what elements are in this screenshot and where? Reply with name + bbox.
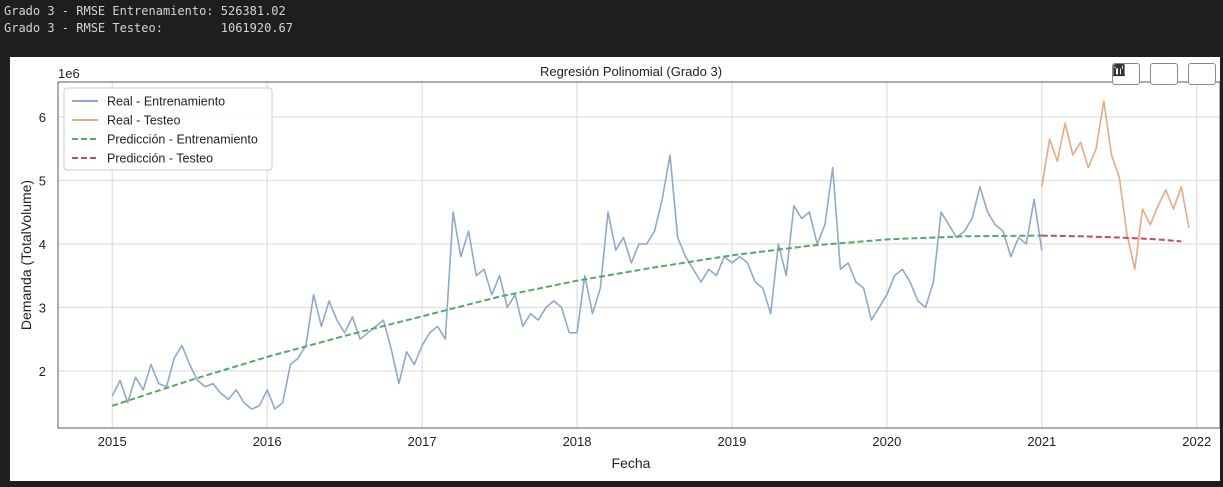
x-tick-label: 2017: [408, 434, 437, 449]
y-tick-label: 3: [39, 300, 46, 315]
x-axis-label: Fecha: [612, 455, 651, 471]
chart-title: Regresión Polinomial (Grado 3): [540, 64, 722, 79]
x-tick-label: 2021: [1027, 434, 1056, 449]
x-tick-label: 2015: [98, 434, 127, 449]
bar-chart-button[interactable]: [1113, 63, 1178, 85]
y-tick-label: 2: [39, 364, 46, 379]
legend: Real - Entrenamiento Real - Testeo Predicc…: [63, 87, 273, 171]
series-line-2: [1041, 100, 1190, 271]
legend-label: Real - Entrenamiento: [107, 95, 225, 109]
x-tick-label: 2022: [1182, 434, 1211, 449]
polynomial-regression-chart: 2015 2016 2017 2018 2019 2020 2021 2022 2 3 4 5 6 Re…: [18, 64, 1220, 471]
grid: [58, 82, 1220, 428]
legend-label: Predicción - Testeo: [107, 152, 213, 166]
console-output: Grado 3 - RMSE Entrenamiento: 526381.02 G…: [4, 3, 293, 37]
console-line-test-rmse: Grado 3 - RMSE Testeo: 1061920.67: [4, 21, 293, 35]
plot-toolbar: [1112, 63, 1216, 85]
legend-label: Real - Testeo: [107, 114, 180, 128]
y-axis-label: Demanda (TotalVolume): [18, 180, 34, 330]
plot-area-frame: [57, 81, 1220, 429]
x-tick-label: 2019: [717, 434, 746, 449]
legend-box: [63, 87, 273, 171]
save-button[interactable]: [1113, 63, 1216, 85]
y-tick-label: 4: [39, 237, 46, 252]
series-layer: [111, 100, 1190, 410]
console-line-train-rmse: Grado 3 - RMSE Entrenamiento: 526381.02: [4, 4, 286, 18]
plot-output: 2015 2016 2017 2018 2019 2020 2021 2022 2 3 4 5 6 Re…: [10, 57, 1220, 481]
y-offset-label: 1e6: [58, 66, 80, 81]
y-tick-label: 5: [39, 173, 46, 188]
series-line-3: [111, 234, 1042, 407]
tick-labels: 2015 2016 2017 2018 2019 2020 2021 2022 2 3 4 5 6: [39, 110, 1211, 449]
x-tick-label: 2018: [563, 434, 592, 449]
x-tick-label: 2016: [253, 434, 282, 449]
series-line-1: [111, 154, 1043, 410]
y-tick-label: 6: [39, 110, 46, 125]
series-line-4: [1041, 234, 1182, 243]
x-tick-label: 2020: [872, 434, 901, 449]
legend-label: Predicción - Entrenamiento: [107, 133, 258, 147]
